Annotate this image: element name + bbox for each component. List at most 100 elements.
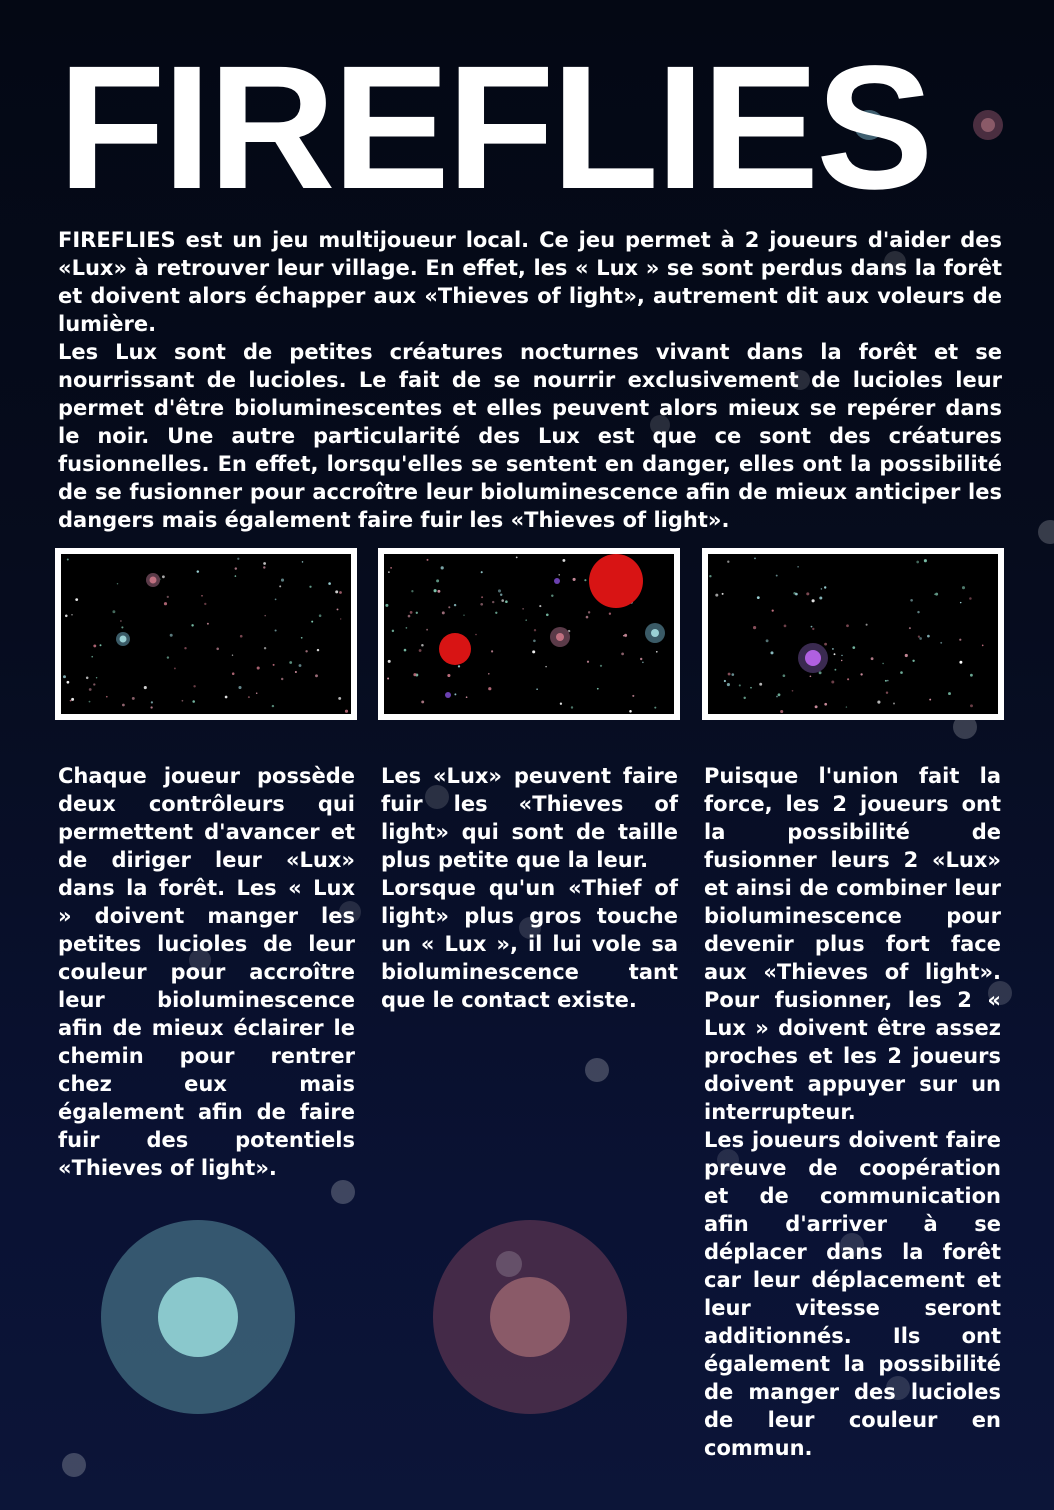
firefly-dot <box>239 634 243 638</box>
firefly-dot <box>885 691 889 694</box>
firefly-dot <box>917 610 920 614</box>
firefly-dot <box>224 695 228 699</box>
firefly-dot <box>596 687 599 690</box>
firefly-dot <box>274 598 277 601</box>
firefly-dot <box>88 688 92 691</box>
gameplay-screenshot-1 <box>55 548 357 720</box>
firefly-dot <box>756 596 760 600</box>
firefly-dot <box>545 665 547 668</box>
firefly-dot <box>877 700 881 704</box>
firefly-dot <box>315 674 318 678</box>
firefly-dot <box>93 644 97 648</box>
intro-text: FIREFLIES est un jeu multijoueur local. … <box>58 226 1002 534</box>
firefly-dot <box>415 611 418 614</box>
firefly-dot <box>403 648 407 652</box>
firefly-dot <box>300 636 303 639</box>
firefly-dot <box>65 614 68 618</box>
firefly-dot <box>776 695 778 698</box>
firefly-dot <box>411 590 414 593</box>
firefly-dot <box>935 592 939 596</box>
firefly-dot <box>255 692 258 694</box>
firefly-dot <box>727 672 731 676</box>
firefly-dot <box>783 624 787 628</box>
firefly-dot <box>908 627 911 630</box>
firefly-dot <box>344 709 349 713</box>
firefly-dot <box>480 602 484 606</box>
firefly-dot <box>441 611 445 615</box>
column-thieves: Les «Lux» peuvent faire fuir les «Thieve… <box>381 762 678 1014</box>
firefly-dot <box>463 614 465 616</box>
firefly-dot <box>770 651 774 655</box>
firefly-dot <box>279 585 282 588</box>
firefly-dot <box>539 605 542 608</box>
page-title: FIREFLIES <box>58 30 934 226</box>
column-fusion: Puisque l'union fait la force, les 2 jou… <box>704 762 1001 1462</box>
firefly-dot <box>143 686 147 690</box>
firefly-dot <box>387 659 391 663</box>
firefly-dot <box>418 649 422 652</box>
firefly-dot <box>388 571 390 573</box>
firefly-dot <box>263 566 266 569</box>
firefly-dot <box>959 660 963 664</box>
firefly-dot <box>775 574 778 577</box>
gameplay-screenshot-2 <box>378 548 680 720</box>
column-3-paragraph-1: Puisque l'union fait la force, les 2 jou… <box>704 764 1001 1124</box>
column-3-paragraph-2: Les joueurs doivent faire preuve de coop… <box>704 1128 1001 1460</box>
firefly-dot <box>777 693 781 697</box>
firefly-dot <box>780 709 784 714</box>
firefly-dot <box>75 598 79 601</box>
small-pink-firefly-icon <box>973 110 1003 140</box>
firefly-dot <box>85 676 89 680</box>
firefly-dot <box>495 611 498 614</box>
firefly-dot <box>782 674 786 678</box>
firefly-dot <box>272 663 275 666</box>
firefly-dot <box>570 706 574 709</box>
firefly-dot <box>150 701 154 704</box>
firefly-dot <box>465 696 468 699</box>
firefly-dot <box>900 671 903 674</box>
firefly-dot <box>448 606 451 609</box>
firefly-dot <box>264 614 266 617</box>
firefly-dot <box>846 624 849 628</box>
firefly-dot <box>759 682 763 686</box>
firefly-dot <box>204 602 207 606</box>
firefly-dot <box>122 703 125 707</box>
firefly-dot <box>840 659 843 662</box>
firefly-dot <box>121 626 124 629</box>
firefly-dot <box>970 673 973 677</box>
firefly-dot <box>743 696 746 700</box>
firefly-dot <box>567 629 571 633</box>
column-controls: Chaque joueur possède deux contrôleurs q… <box>58 762 355 1182</box>
firefly-dot <box>256 666 260 670</box>
firefly-dot <box>731 673 735 676</box>
firefly-dot <box>545 613 549 617</box>
firefly-dot <box>280 578 285 582</box>
firefly-dot <box>533 639 536 643</box>
firefly-dot <box>586 660 590 663</box>
firefly-dot <box>481 596 484 599</box>
firefly-dot <box>585 615 589 619</box>
firefly-dot <box>91 655 94 658</box>
firefly-dot <box>927 634 930 638</box>
firefly-dot <box>809 675 812 678</box>
firefly-dot <box>642 661 644 664</box>
intro-paragraph-2: Les Lux sont de petites créatures noctur… <box>58 340 1002 532</box>
firefly-dot <box>970 704 973 708</box>
firefly-dot <box>824 586 827 589</box>
firefly-dot <box>584 579 587 582</box>
firefly-dot <box>184 646 187 650</box>
firefly-dot <box>726 683 730 687</box>
firefly-dot <box>426 628 428 631</box>
firefly-dot <box>621 652 624 656</box>
firefly-dot <box>328 582 331 585</box>
firefly-dot <box>882 662 884 665</box>
firefly-dot <box>551 594 554 598</box>
firefly-dot <box>834 668 837 671</box>
firefly-dot <box>654 706 657 709</box>
firefly-dot <box>587 611 591 614</box>
firefly-dot <box>316 648 320 652</box>
firefly-dot <box>454 693 457 696</box>
firefly-dot <box>216 647 219 651</box>
firefly-dot <box>750 686 752 689</box>
firefly-dot <box>820 588 823 590</box>
